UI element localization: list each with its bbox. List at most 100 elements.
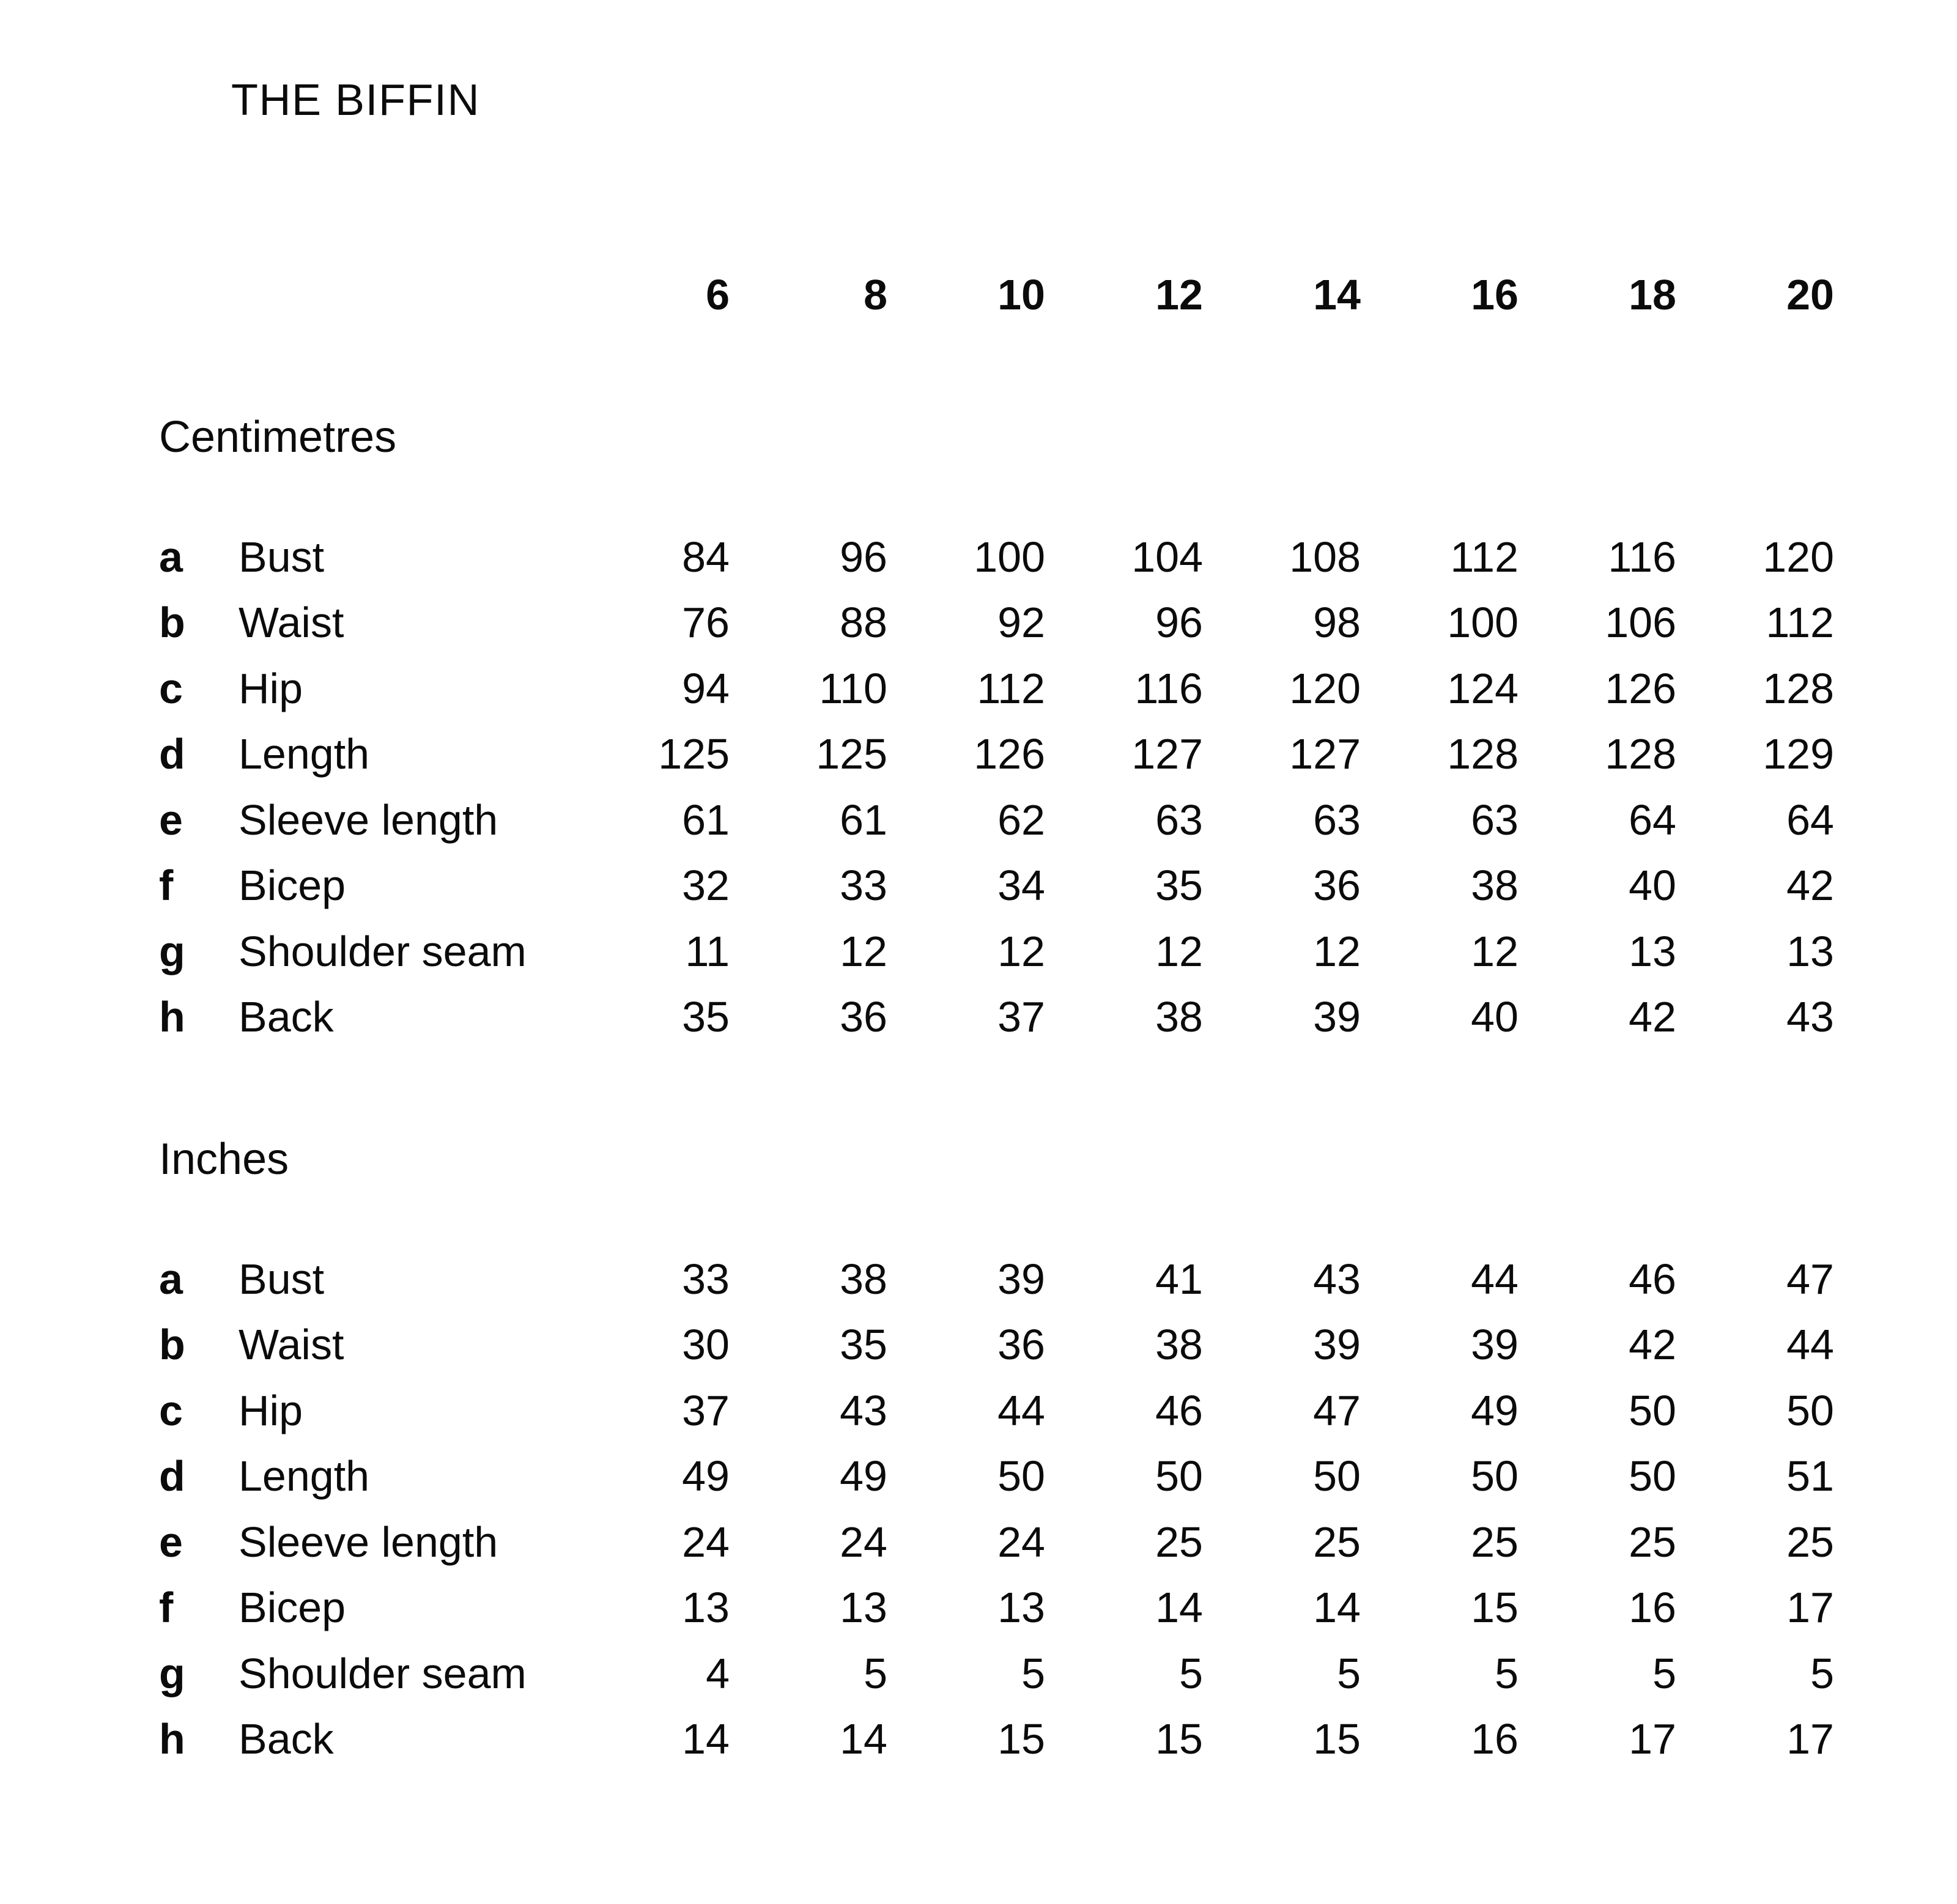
row-value: 44 <box>1471 1255 1519 1303</box>
row-value: 35 <box>682 993 730 1041</box>
row-value: 120 <box>1289 664 1361 712</box>
row-value: 49 <box>682 1452 730 1500</box>
row-value: 25 <box>1313 1518 1361 1566</box>
row-letter: f <box>159 862 174 909</box>
row-value: 50 <box>1786 1386 1834 1434</box>
row-value: 5 <box>1495 1649 1519 1697</box>
row-value: 63 <box>1313 795 1361 844</box>
row-value: 35 <box>840 1321 887 1368</box>
row-value: 15 <box>997 1715 1045 1763</box>
row-value: 125 <box>816 730 887 778</box>
size-column-header: 14 <box>1313 271 1361 319</box>
row-value: 98 <box>1313 599 1361 646</box>
row-value: 15 <box>1155 1715 1203 1763</box>
row-value: 25 <box>1155 1518 1203 1566</box>
row-letter: e <box>159 1518 183 1566</box>
table-row: f Bicep 13 13 13 14 14 15 16 17 <box>159 1575 1957 1641</box>
table-row: e Sleeve length 61 61 62 63 63 63 64 64 <box>159 788 1957 854</box>
table-row: g Shoulder seam 11 12 12 12 12 12 13 13 <box>159 919 1957 985</box>
row-value: 32 <box>682 862 730 909</box>
row-value: 40 <box>1471 993 1519 1041</box>
row-value: 50 <box>1313 1452 1361 1500</box>
row-value: 50 <box>997 1452 1045 1500</box>
row-value: 44 <box>997 1386 1045 1434</box>
row-label: Bicep <box>239 1584 346 1631</box>
section-centimetres: Centimetres a Bust 84 96 100 104 108 112 116 120 b W… <box>159 411 1957 1050</box>
row-value: 43 <box>1786 993 1834 1041</box>
row-label: Hip <box>239 664 303 712</box>
row-value: 112 <box>1450 533 1519 581</box>
row-value: 38 <box>1155 993 1203 1041</box>
row-value: 112 <box>977 664 1045 712</box>
row-value: 13 <box>840 1584 887 1631</box>
row-value: 64 <box>1629 795 1676 844</box>
section-inches: Inches a Bust 33 38 39 41 43 44 46 47 b Waist 30 35 36 3… <box>159 1133 1957 1773</box>
row-value: 47 <box>1786 1255 1834 1303</box>
table-row: c Hip 37 43 44 46 47 49 50 50 <box>159 1378 1957 1444</box>
row-value: 39 <box>1313 993 1361 1041</box>
row-value: 5 <box>1337 1649 1361 1697</box>
row-value: 64 <box>1786 795 1834 844</box>
row-letter: g <box>159 927 185 975</box>
row-value: 51 <box>1786 1452 1834 1500</box>
row-value: 127 <box>1289 730 1361 778</box>
table-row: a Bust 84 96 100 104 108 112 116 120 <box>159 525 1957 591</box>
row-value: 16 <box>1629 1584 1676 1631</box>
row-value: 108 <box>1289 533 1361 581</box>
row-value: 61 <box>682 795 730 844</box>
row-value: 61 <box>840 795 887 844</box>
row-value: 39 <box>1471 1321 1519 1368</box>
row-value: 24 <box>840 1518 887 1566</box>
row-value: 33 <box>840 862 887 909</box>
table-row: h Back 14 14 15 15 15 16 17 17 <box>159 1707 1957 1773</box>
table-row: h Back 35 36 37 38 39 40 42 43 <box>159 984 1957 1050</box>
row-value: 14 <box>1155 1584 1203 1631</box>
page-title: THE BIFFIN <box>231 76 480 125</box>
row-value: 37 <box>997 993 1045 1041</box>
row-value: 96 <box>1155 599 1203 646</box>
row-value: 37 <box>682 1386 730 1434</box>
row-value: 38 <box>840 1255 887 1303</box>
row-value: 15 <box>1313 1715 1361 1763</box>
row-value: 127 <box>1131 730 1203 778</box>
row-value: 49 <box>840 1452 887 1500</box>
size-column-header: 8 <box>864 271 887 319</box>
row-value: 46 <box>1155 1386 1203 1434</box>
row-value: 110 <box>819 664 887 712</box>
row-value: 128 <box>1447 730 1519 778</box>
row-value: 43 <box>1313 1255 1361 1303</box>
size-column-header: 20 <box>1786 271 1834 319</box>
row-value: 5 <box>1179 1649 1203 1697</box>
row-value: 43 <box>840 1386 887 1434</box>
row-letter: g <box>159 1649 185 1697</box>
row-label: Sleeve length <box>239 1518 498 1566</box>
table-row: e Sleeve length 24 24 24 25 25 25 25 25 <box>159 1510 1957 1576</box>
row-value: 34 <box>997 862 1045 909</box>
row-value: 13 <box>1786 927 1834 975</box>
row-value: 42 <box>1629 993 1676 1041</box>
row-value: 116 <box>1134 664 1203 712</box>
row-letter: c <box>159 664 183 712</box>
size-column-header: 6 <box>706 271 730 319</box>
row-value: 14 <box>1313 1584 1361 1631</box>
unit-label: Centimetres <box>159 412 397 462</box>
row-value: 35 <box>1155 862 1203 909</box>
row-letter: h <box>159 993 185 1041</box>
row-value: 100 <box>1447 599 1519 646</box>
row-value: 50 <box>1155 1452 1203 1500</box>
row-value: 44 <box>1786 1321 1834 1368</box>
row-value: 46 <box>1629 1255 1676 1303</box>
row-label: Waist <box>239 599 344 646</box>
table-row: b Waist 30 35 36 38 39 39 42 44 <box>159 1312 1957 1378</box>
row-label: Waist <box>239 1321 344 1368</box>
row-value: 76 <box>682 599 730 646</box>
row-value: 24 <box>682 1518 730 1566</box>
row-letter: b <box>159 599 185 646</box>
row-label: Bicep <box>239 862 346 909</box>
row-value: 126 <box>1605 664 1676 712</box>
row-value: 15 <box>1471 1584 1519 1631</box>
row-value: 11 <box>685 927 730 975</box>
row-value: 47 <box>1313 1386 1361 1434</box>
row-letter: a <box>159 533 183 581</box>
row-value: 126 <box>974 730 1045 778</box>
